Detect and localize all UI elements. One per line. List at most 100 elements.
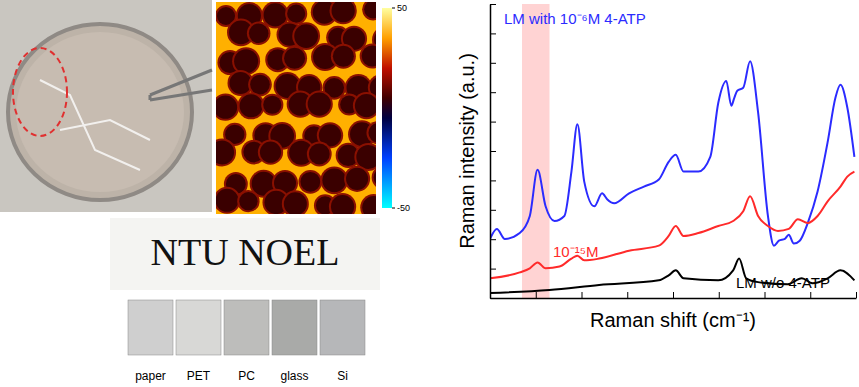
y-tick (490, 210, 496, 211)
y-tick (490, 180, 496, 181)
particle-core (263, 96, 281, 114)
particle (237, 190, 259, 212)
y-tick-mark (490, 63, 496, 64)
particle (307, 142, 332, 167)
y-tick-mark (490, 92, 496, 93)
particle-core (260, 142, 281, 163)
substrate-label: PC (238, 369, 255, 383)
raman-chart: Raman shift (cm⁻¹)Raman intensity (a.u.)… (456, 4, 857, 331)
particle-core (308, 92, 331, 115)
particle (261, 94, 283, 116)
series-label: LM w/o 4-ATP (736, 274, 830, 291)
x-tick (582, 292, 583, 298)
y-tick-mark (490, 122, 496, 123)
x-tick-mark (673, 292, 674, 298)
x-tick (765, 292, 766, 298)
cracks (40, 80, 150, 170)
substrate-label: glass (280, 369, 308, 383)
y-tick (490, 239, 496, 240)
y-tick-mark (490, 151, 496, 152)
y-tick-mark (490, 269, 496, 270)
particle-core (346, 168, 368, 190)
particle-core (364, 2, 376, 18)
x-tick (627, 292, 628, 298)
particle-core (368, 123, 376, 142)
y-tick (490, 151, 496, 152)
particle (360, 194, 376, 214)
particle-core (309, 144, 330, 165)
substrate-tile (272, 300, 317, 355)
substrate-tile (224, 300, 269, 355)
colorbar-tick (392, 8, 395, 9)
y-tick-mark (490, 180, 496, 181)
y-tick (490, 33, 496, 34)
substrate-tile (128, 300, 173, 355)
x-tick (719, 292, 720, 298)
particle-core (374, 168, 376, 188)
paper-sheet (110, 218, 380, 290)
plot-area (490, 4, 854, 298)
x-tick-mark (810, 292, 811, 298)
particle-core (216, 96, 237, 119)
particle-core (216, 189, 238, 212)
x-axis (491, 292, 857, 299)
x-tick-mark (719, 292, 720, 298)
x-tick-mark (627, 292, 628, 298)
series-label: 10⁻¹⁵M (553, 243, 598, 260)
y-tick (490, 298, 496, 299)
particle (292, 22, 320, 50)
y-tick-mark (490, 33, 496, 34)
y-axis (490, 5, 496, 299)
particle (366, 121, 376, 144)
particle-core (284, 192, 307, 214)
x-axis-title: Raman shift (cm⁻¹) (590, 309, 756, 331)
y-tick (490, 63, 496, 64)
particle (330, 2, 357, 24)
y-tick-mark (490, 298, 496, 299)
x-tick (810, 292, 811, 298)
particle-core (331, 195, 354, 214)
sign-text: NTU NOEL (151, 231, 340, 273)
particle (247, 22, 271, 46)
highlight-band (522, 4, 549, 298)
particle (238, 92, 265, 119)
particle (282, 190, 309, 214)
x-tick (856, 292, 857, 298)
particle (285, 3, 307, 25)
particle-core (362, 46, 376, 67)
particle (258, 140, 283, 165)
series-label: LM with 10⁻⁶M 4-ATP (504, 10, 646, 27)
y-tick (490, 122, 496, 123)
x-tick-mark (765, 292, 766, 298)
x-tick (673, 292, 674, 298)
x-tick-mark (582, 292, 583, 298)
substrate-label: PET (187, 369, 211, 383)
particle-core (284, 48, 305, 69)
particle (306, 90, 333, 117)
x-tick (536, 292, 537, 298)
x-tick-mark (856, 292, 857, 298)
highlight-circle (13, 48, 67, 136)
photo-background (0, 0, 212, 212)
particle (298, 170, 322, 194)
field-map: -5050 (208, 0, 410, 221)
particle (372, 166, 376, 190)
substrate-background (110, 290, 380, 387)
sign-photo: NTU NOELpaperPETPCglassSi (110, 218, 380, 387)
particle-core (300, 172, 320, 192)
particle-core (287, 5, 305, 23)
particle-core (216, 140, 234, 164)
tweezers (150, 70, 212, 100)
particle-core (332, 2, 355, 22)
y-tick-mark (490, 210, 496, 211)
y-tick (490, 4, 496, 5)
particle (360, 44, 376, 69)
particle-core (240, 94, 263, 117)
spectrum-line (490, 172, 854, 279)
particle-core (234, 49, 258, 73)
particle-core (322, 168, 346, 192)
map-background (216, 2, 376, 214)
spectrum-line (490, 259, 854, 293)
particle-core (264, 3, 287, 26)
figure: -5050NTU NOELpaperPETPCglassSiRaman shif… (0, 0, 859, 387)
